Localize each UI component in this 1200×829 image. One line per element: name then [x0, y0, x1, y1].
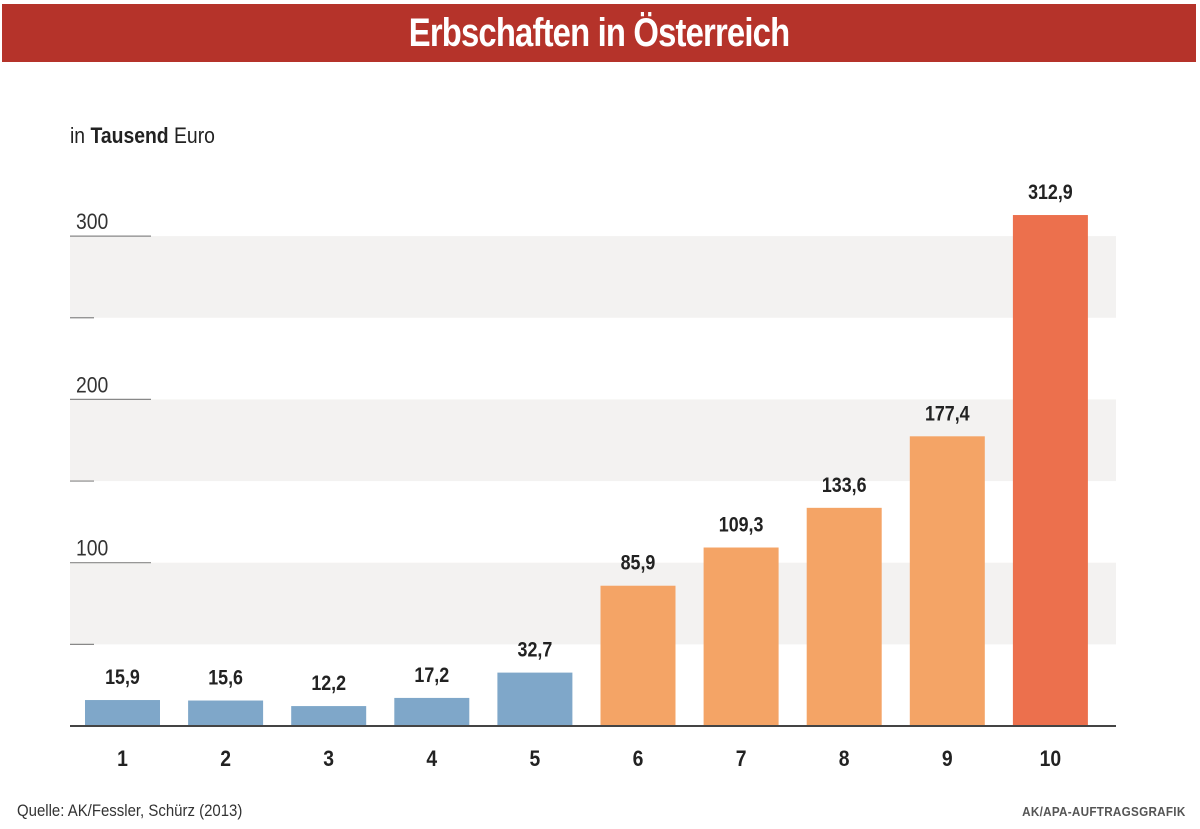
credit-note: AK/APA-AUFTRAGSGRAFIK — [1022, 804, 1186, 819]
bar — [909, 436, 985, 726]
bar — [703, 547, 779, 726]
value-label: 109,3 — [719, 513, 764, 537]
value-label: 17,2 — [414, 664, 449, 688]
background-band — [70, 236, 1116, 318]
x-tick-label: 6 — [633, 747, 644, 771]
value-label: 32,7 — [518, 638, 553, 662]
y-tick-label: 100 — [76, 537, 108, 561]
y-tick-label: 300 — [76, 210, 108, 234]
x-tick-label: 3 — [323, 747, 334, 771]
unit-suffix: Euro — [168, 123, 215, 148]
bar — [394, 697, 470, 726]
x-tick-label: 5 — [530, 747, 541, 771]
bar — [85, 700, 160, 726]
value-label: 15,9 — [105, 666, 140, 690]
bar — [1012, 215, 1088, 726]
y-tick-label: 200 — [76, 373, 108, 397]
y-axis-unit-label: in Tausend Euro — [70, 123, 215, 149]
value-label: 85,9 — [621, 551, 656, 575]
unit-prefix: in — [70, 123, 91, 148]
bar — [291, 706, 367, 726]
value-label: 312,9 — [1028, 181, 1073, 205]
title-banner: Erbschaften in Österreich — [2, 4, 1196, 62]
bar — [806, 507, 882, 726]
unit-bold: Tausend — [90, 123, 169, 148]
bar — [497, 672, 573, 726]
x-tick-label: 1 — [117, 747, 128, 771]
source-note: Quelle: AK/Fessler, Schürz (2013) — [17, 801, 243, 820]
value-label: 177,4 — [925, 402, 970, 426]
x-tick-label: 9 — [942, 747, 953, 771]
x-tick-label: 10 — [1040, 747, 1062, 771]
value-label: 12,2 — [311, 672, 346, 696]
x-tick-label: 7 — [736, 747, 747, 771]
x-tick-label: 2 — [220, 747, 231, 771]
x-tick-label: 8 — [839, 747, 850, 771]
value-label: 133,6 — [822, 474, 867, 498]
value-label: 15,6 — [208, 666, 243, 690]
bar — [600, 585, 676, 726]
bar — [188, 700, 264, 726]
x-tick-label: 4 — [426, 747, 437, 771]
chart-title: Erbschaften in Österreich — [408, 10, 790, 55]
